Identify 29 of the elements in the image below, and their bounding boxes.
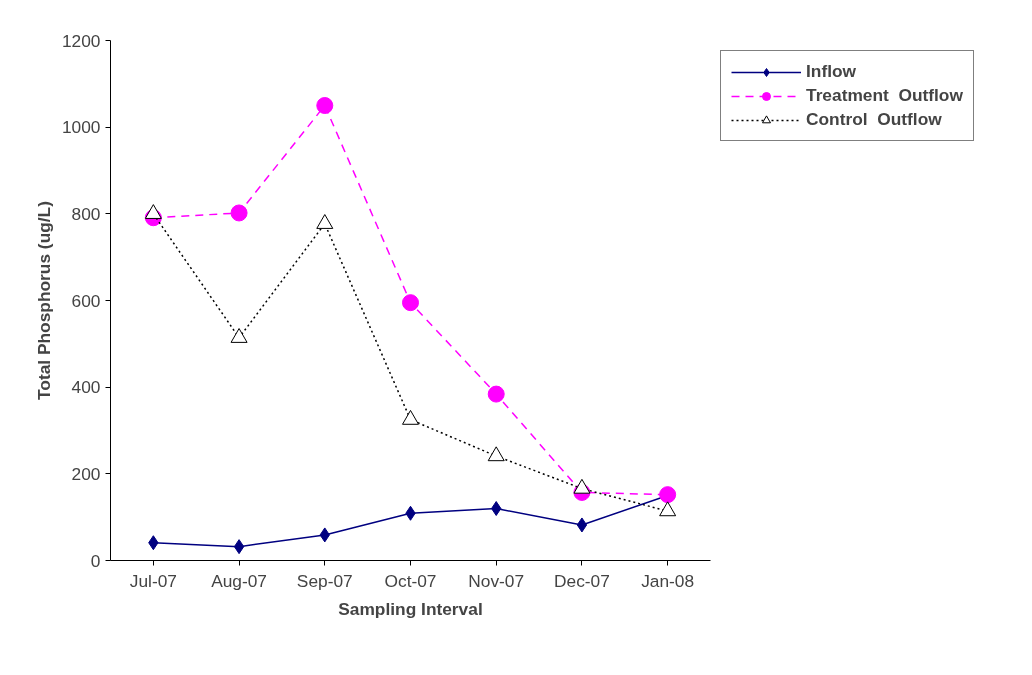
x-tick-label: Aug-07 xyxy=(211,570,268,591)
y-tick-label: 1200 xyxy=(61,30,101,51)
legend-label: Control Outflow xyxy=(806,109,942,130)
x-tick-label: Jul-07 xyxy=(129,570,177,591)
x-tick-label: Sep-07 xyxy=(296,570,353,591)
x-tick-label: Oct-07 xyxy=(384,570,437,591)
point xyxy=(316,97,334,114)
point xyxy=(230,204,248,222)
point xyxy=(233,539,245,555)
y-tick-label: 800 xyxy=(71,203,101,224)
point xyxy=(576,517,588,533)
y-tick-label: 1000 xyxy=(61,117,101,138)
y-tick-label: 400 xyxy=(71,377,101,398)
y-axis-title: Total Phosphorus (ug/L) xyxy=(33,201,54,400)
point xyxy=(402,294,419,312)
x-tick-label: Dec-07 xyxy=(554,570,610,591)
point xyxy=(487,446,505,462)
point xyxy=(659,486,677,504)
point xyxy=(491,501,502,516)
y-tick-label: 0 xyxy=(90,550,101,571)
legend-label: Treatment Outflow xyxy=(806,85,963,106)
x-axis-title: Sampling Interval xyxy=(338,598,483,619)
y-tick-label: 600 xyxy=(71,290,101,311)
x-tick-label: Nov-07 xyxy=(468,570,525,591)
legend-label: Inflow xyxy=(806,61,857,82)
point xyxy=(487,385,505,403)
y-tick-label: 200 xyxy=(71,463,101,484)
x-tick-label: Jan-08 xyxy=(641,570,695,591)
point xyxy=(659,501,677,517)
